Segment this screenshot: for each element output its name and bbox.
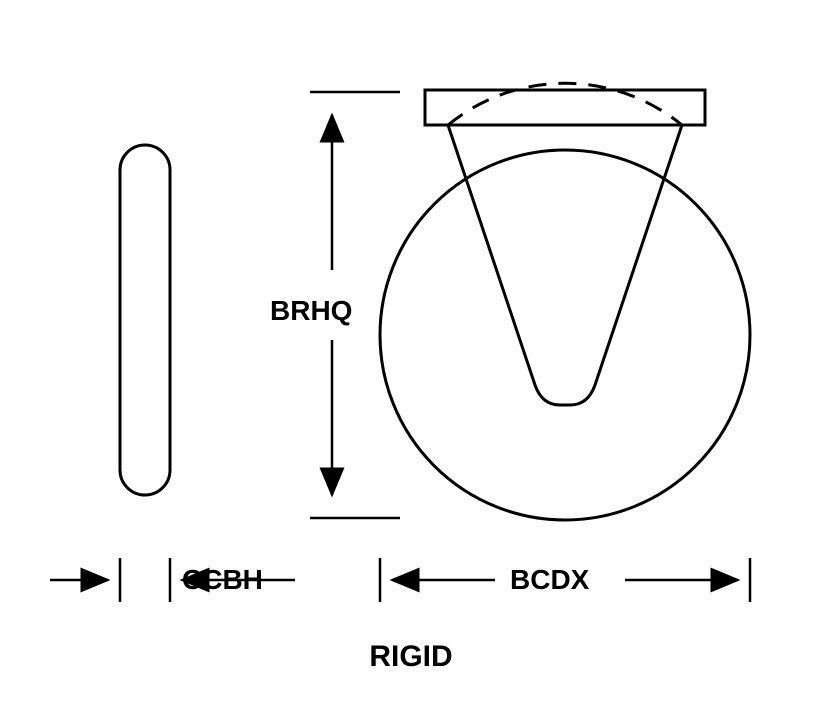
diagram-canvas: BRHQ CCBH BCDX RIGID [0,0,822,711]
label-brhq: BRHQ [270,295,352,327]
diagram-title: RIGID [0,640,822,674]
caster-yoke [448,125,682,405]
wheel-side-view [120,145,170,495]
technical-drawing-svg [0,0,822,711]
label-ccbh: CCBH [182,564,263,596]
wheel-front-view [380,150,750,520]
mounting-plate [425,90,705,125]
label-bcdx: BCDX [510,564,589,596]
